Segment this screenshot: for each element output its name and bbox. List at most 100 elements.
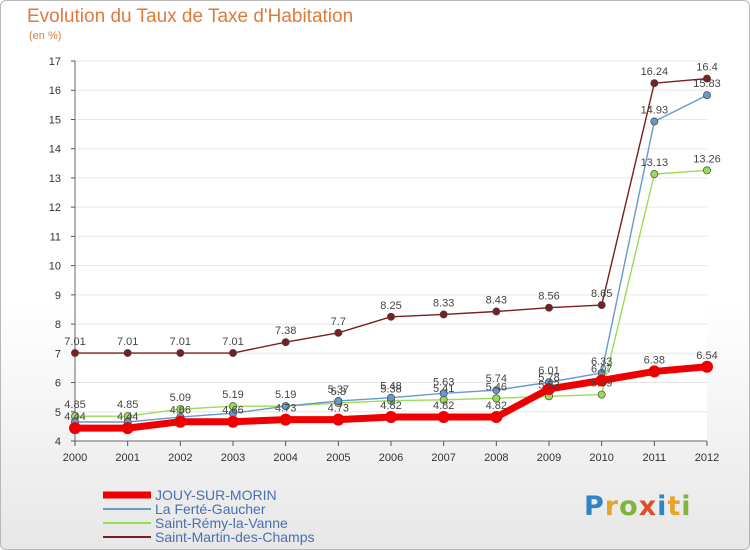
x-tick-label: 2010	[589, 452, 613, 464]
data-label: 6.38	[644, 354, 665, 366]
data-point	[439, 389, 448, 398]
data-point	[123, 349, 132, 357]
data-label: 5.48	[380, 381, 401, 393]
data-point	[334, 328, 343, 337]
x-tick-label: 2005	[326, 452, 350, 464]
x-tick-label: 2004	[273, 452, 297, 464]
data-label: 5.19	[222, 389, 243, 401]
series-0	[69, 360, 713, 435]
data-label: 4.82	[433, 400, 454, 412]
data-label: 6.07	[591, 363, 612, 375]
data-label: 13.26	[693, 153, 721, 165]
data-point	[279, 413, 292, 426]
data-label: 5.38	[380, 384, 401, 396]
data-label: 4.73	[275, 403, 296, 415]
data-point	[703, 91, 711, 100]
data-point	[332, 413, 345, 426]
y-tick-label: 7	[55, 348, 61, 360]
series-3	[71, 74, 711, 357]
data-label: 15.83	[693, 78, 721, 90]
x-tick-label: 2001	[115, 452, 139, 464]
legend-label: Saint-Rémy-la-Vanne	[155, 515, 288, 531]
data-label: 13.13	[641, 157, 669, 169]
y-tick-label: 14	[49, 144, 61, 156]
data-label: 5.3	[331, 386, 346, 398]
y-tick-label: 15	[49, 114, 61, 126]
data-label: 5.37	[328, 384, 349, 396]
y-tick-label: 16	[49, 85, 61, 97]
x-tick-label: 2009	[537, 452, 561, 464]
x-tick-label: 2006	[379, 452, 403, 464]
data-label: 8.65	[591, 288, 612, 300]
data-point	[650, 170, 659, 179]
y-tick-label: 10	[49, 261, 61, 273]
data-point	[545, 303, 553, 312]
proxiti-logo: Proxiti	[584, 491, 692, 522]
data-label: 5.74	[486, 373, 507, 385]
data-label: 4.82	[486, 400, 507, 412]
y-tick-label: 11	[50, 231, 61, 243]
chart-unit-label: (en %)	[29, 30, 62, 42]
x-tick-label: 2002	[168, 452, 192, 464]
data-label: 7.01	[117, 336, 138, 348]
legend-label: JOUY-SUR-MORIN	[155, 487, 277, 503]
data-point	[650, 79, 659, 88]
data-label: 5.59	[591, 378, 612, 390]
y-tick-label: 4	[55, 436, 61, 448]
data-label: 4.85	[64, 399, 85, 411]
data-label: 5.19	[275, 389, 296, 401]
data-point	[595, 374, 608, 387]
y-tick-label: 9	[55, 290, 61, 302]
data-point	[69, 422, 81, 435]
data-point	[439, 310, 448, 319]
data-point	[648, 365, 661, 378]
data-point	[543, 382, 555, 395]
data-label: 5.63	[433, 376, 454, 388]
data-point	[385, 411, 397, 424]
y-tick-label: 17	[49, 56, 61, 68]
data-point	[597, 390, 606, 399]
data-label: 5.46	[486, 381, 507, 393]
data-point	[701, 360, 713, 373]
data-label: 16.24	[641, 66, 669, 78]
x-tick-label: 2008	[484, 452, 508, 464]
data-label: 5.41	[433, 383, 454, 395]
data-point	[703, 166, 711, 175]
data-label: 4.73	[328, 403, 349, 415]
data-point	[176, 405, 185, 414]
y-tick-label: 12	[49, 202, 61, 214]
x-tick-label: 2000	[63, 452, 87, 464]
data-point	[492, 307, 501, 316]
data-point	[281, 338, 290, 347]
y-tick-label: 8	[55, 319, 61, 331]
data-label: 8.33	[433, 297, 454, 309]
data-label: 6.01	[538, 365, 559, 377]
data-label: 5.09	[170, 392, 191, 404]
data-label: 7.7	[331, 316, 346, 328]
data-label: 5.53	[538, 379, 559, 391]
data-label: 4.82	[380, 400, 401, 412]
data-label: 5.78	[538, 372, 559, 384]
data-label: 4.66	[222, 405, 243, 417]
data-label: 8.43	[486, 295, 507, 307]
data-point	[334, 397, 343, 405]
data-point	[71, 349, 79, 357]
data-label: 4.66	[170, 405, 191, 417]
data-label: 7.01	[64, 336, 85, 348]
data-point	[174, 415, 187, 428]
x-tick-label: 2003	[221, 452, 245, 464]
legend-label: La Ferté-Gaucher	[155, 501, 266, 517]
data-point	[492, 394, 501, 403]
data-point	[490, 411, 503, 424]
data-label: 14.93	[641, 105, 669, 117]
data-point	[229, 349, 237, 357]
x-tick-label: 2007	[431, 452, 455, 464]
x-tick-label: 2012	[695, 452, 719, 464]
data-label: 8.25	[380, 300, 401, 312]
data-label: 7.38	[275, 325, 296, 337]
data-label: 7.01	[170, 336, 191, 348]
data-point	[597, 301, 606, 310]
y-tick-label: 13	[49, 173, 61, 185]
